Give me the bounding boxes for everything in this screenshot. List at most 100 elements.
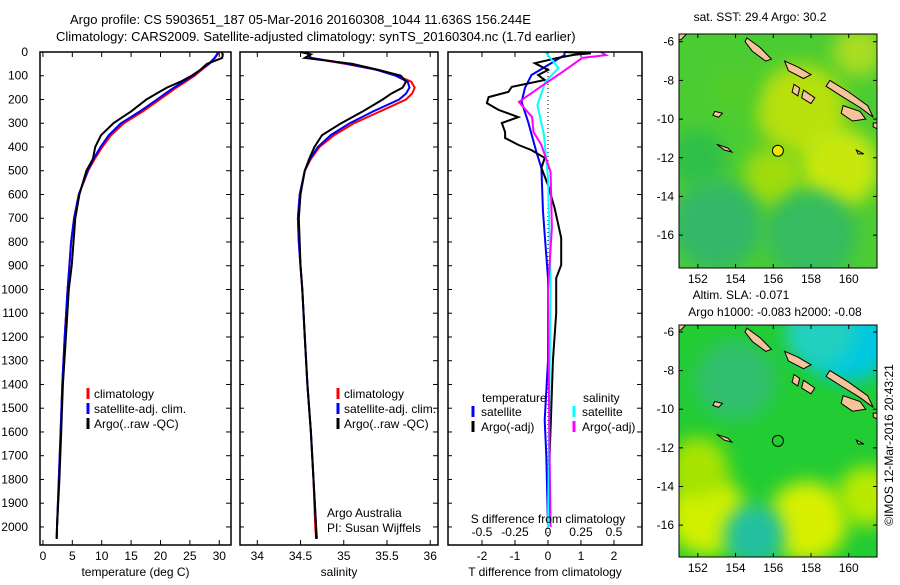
difference-profile-panel: -2 -1 0 1 2 T difference from climatology -0.5… xyxy=(447,51,643,579)
lat-tick-label: -6 xyxy=(663,35,674,49)
island-land xyxy=(716,433,734,444)
island-land xyxy=(679,325,687,331)
island-land xyxy=(825,79,874,118)
lon-tick-label: 160 xyxy=(839,561,859,575)
island-land xyxy=(791,83,801,97)
x-tick-label: 0 xyxy=(40,549,47,563)
plot-frame xyxy=(39,51,232,546)
lat-tick-label: -12 xyxy=(657,151,675,165)
sla-map-subtitle: Argo h1000: -0.083 h2000: -0.08 xyxy=(688,305,862,319)
imos-timestamp: ©IMOS 12-Mar-2016 20:43:21 xyxy=(882,364,896,526)
series-line-salinity-argo-adj- xyxy=(517,51,610,528)
lat-tick-label: -12 xyxy=(657,441,675,455)
legend-label: Argo(-adj) xyxy=(582,420,635,434)
s-tick-label: -0.25 xyxy=(501,525,529,539)
lat-tick-label: -8 xyxy=(663,364,674,378)
y-tick-label: 2000 xyxy=(1,520,28,534)
x-tick-label: 20 xyxy=(154,549,168,563)
lat-tick-label: -14 xyxy=(657,189,675,203)
x-tick-label: 30 xyxy=(213,549,227,563)
y-tick-label: 400 xyxy=(8,140,28,154)
sla-map: 152 154 156 158 160 -6 -8 -10 -12 -14 -16 Altim. SL… xyxy=(657,288,878,575)
legend-label: satellite xyxy=(582,405,623,419)
island-land xyxy=(716,143,734,153)
temperature-profile-panel: 0100200300400500600700800900100011001200… xyxy=(1,45,232,579)
plot-frame xyxy=(239,51,439,546)
y-tick-label: 100 xyxy=(8,69,28,83)
y-tick-label: 1700 xyxy=(1,449,28,463)
lon-tick-label: 154 xyxy=(726,272,746,286)
lat-tick-label: -8 xyxy=(663,73,674,87)
island-land xyxy=(840,104,867,122)
lat-tick-label: -6 xyxy=(663,325,674,339)
y-tick-label: 1900 xyxy=(1,496,28,510)
legend-label: climatology xyxy=(344,387,404,401)
s-axis-label: S difference from climatology xyxy=(471,512,626,526)
argo-location-marker xyxy=(771,144,784,157)
lon-tick-label: 154 xyxy=(726,561,746,575)
island-land xyxy=(872,122,877,130)
legend-label: satellite-adj. clim. xyxy=(344,402,436,416)
lon-tick-label: 156 xyxy=(763,561,783,575)
x-tick-label: 35 xyxy=(337,549,351,563)
x-tick-label: 25 xyxy=(183,549,197,563)
lon-tick-label: 158 xyxy=(801,272,821,286)
island-land xyxy=(712,400,724,408)
island-land xyxy=(825,369,874,408)
x-tick-label: 0 xyxy=(545,549,552,563)
lon-tick-label: 152 xyxy=(688,561,708,575)
series-line-climatology xyxy=(296,51,416,539)
map-frame xyxy=(678,324,878,558)
y-tick-label: 0 xyxy=(21,45,28,59)
y-tick-label: 1600 xyxy=(1,425,28,439)
lon-tick-label: 158 xyxy=(801,561,821,575)
island-land xyxy=(840,395,867,412)
sst-map-title: sat. SST: 29.4 Argo: 30.2 xyxy=(694,10,827,24)
series-line-temperature-satellite xyxy=(520,52,566,528)
sla-map-title: Altim. SLA: -0.071 xyxy=(693,288,790,302)
x-tick-label: 34 xyxy=(251,549,265,563)
y-tick-label: 700 xyxy=(8,211,28,225)
series-line-climatology xyxy=(55,51,220,539)
lat-tick-label: -10 xyxy=(657,402,675,416)
y-tick-label: 1400 xyxy=(1,377,28,391)
y-tick-label: 600 xyxy=(8,187,28,201)
x-tick-label: -1 xyxy=(510,549,521,563)
lat-tick-label: -16 xyxy=(657,518,675,532)
y-tick-label: 1000 xyxy=(1,282,28,296)
series-line-satellite-adj-clim- xyxy=(296,51,411,539)
map-field xyxy=(679,34,877,268)
y-tick-label: 1500 xyxy=(1,401,28,415)
island-land xyxy=(801,379,816,395)
title-line2: Climatology: CARS2009. Satellite-adjuste… xyxy=(56,29,576,44)
x-tick-label: 10 xyxy=(95,549,109,563)
x-tick-label: 1 xyxy=(578,549,585,563)
map-frame xyxy=(678,33,878,269)
salinity-profile-panel: 34 34.5 35 35.5 36 salinity climatologysatelli… xyxy=(239,51,439,579)
island-land xyxy=(801,89,816,105)
series-line-argo-raw-qc- xyxy=(55,51,224,539)
s-tick-label: 0.25 xyxy=(569,525,593,539)
y-tick-label: 300 xyxy=(8,116,28,130)
lon-tick-label: 160 xyxy=(839,272,859,286)
s-tick-label: -0.5 xyxy=(472,525,493,539)
lon-tick-label: 156 xyxy=(763,272,783,286)
series-line-salinity-satellite xyxy=(536,51,560,528)
legend-header-salinity: salinity xyxy=(583,391,620,405)
legend-label: Argo(..raw -QC) xyxy=(94,417,179,431)
island-land xyxy=(855,438,865,445)
legend-label: climatology xyxy=(94,387,154,401)
x-tick-label: 36 xyxy=(424,549,438,563)
x-tick-label: -2 xyxy=(477,549,488,563)
map-field xyxy=(679,325,877,557)
x-tick-label: 2 xyxy=(611,549,618,563)
series-line-satellite-adj-clim- xyxy=(55,51,219,539)
title-line1: Argo profile: CS 5903651_187 05-Mar-2016… xyxy=(70,12,531,27)
credit-text: PI: Susan Wijffels xyxy=(327,521,421,535)
x-axis-label: temperature (deg C) xyxy=(81,565,189,579)
x-axis-label: salinity xyxy=(321,565,358,579)
legend-label: Argo(-adj) xyxy=(481,420,534,434)
legend-label: satellite-adj. clim. xyxy=(94,402,186,416)
y-tick-label: 200 xyxy=(8,92,28,106)
